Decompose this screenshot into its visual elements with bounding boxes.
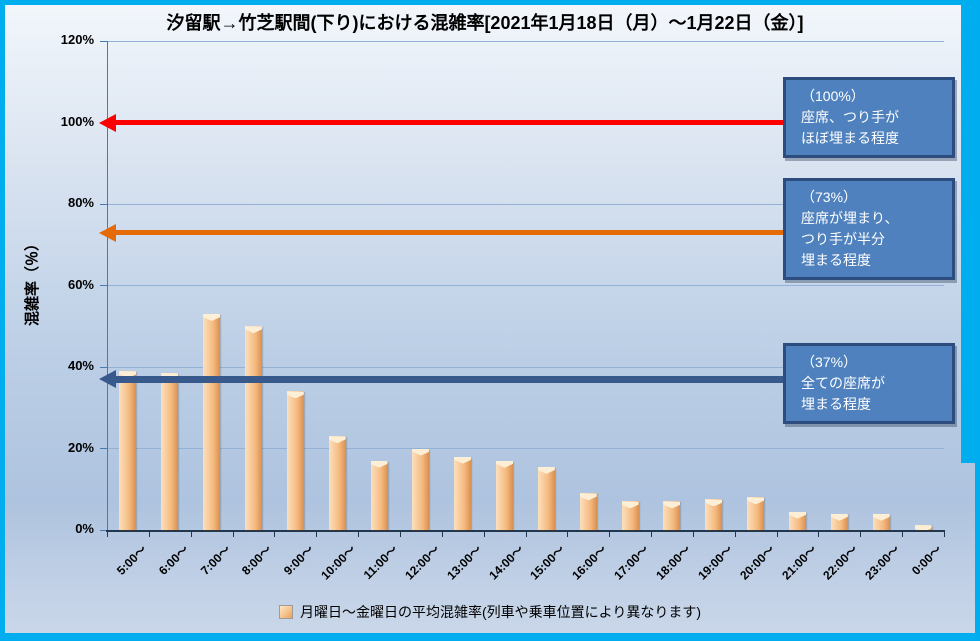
x-axis-tick [525,532,527,537]
x-axis-tick [651,532,653,537]
gridline [107,285,944,286]
bar-cap [244,326,262,334]
y-axis-line [107,41,108,530]
bar [119,371,137,530]
annotation-box-37pct-text: （37%） 全ての座席が 埋まる程度 [801,354,885,412]
bar [537,466,555,530]
bar-cap [789,511,807,519]
bar-cap [579,493,597,501]
x-axis-tick [316,532,318,537]
bar [412,448,430,530]
x-axis-tick [441,532,443,537]
x-axis-tick [860,532,862,537]
bar [705,499,723,530]
y-tick-label: 60% [67,276,94,292]
annotation-arrow-line [115,230,783,236]
annotation-arrow-head [99,223,116,242]
bar [621,501,639,530]
x-axis-tick [483,532,485,537]
bar [454,456,472,530]
bar [161,373,179,530]
bar [914,525,932,530]
x-axis-tick [232,532,234,537]
x-axis-tick [274,532,276,537]
x-axis-tick [190,532,192,537]
frame-right-band [961,5,975,463]
x-axis-tick [734,532,736,537]
y-tick-mark [100,285,107,286]
bar-cap [747,497,765,505]
y-tick-label: 100% [60,113,94,129]
y-tick-label: 20% [67,439,94,455]
x-axis-tick [902,532,904,537]
gridline [107,366,944,368]
y-tick-label: 0% [75,521,94,536]
bar-cap [496,460,514,468]
bar [496,460,514,530]
annotation-arrow-line [115,375,783,383]
annotation-arrow-head [99,370,116,389]
annotation-arrow-head [99,113,116,132]
annotation-box-100pct-text: （100%） 座席、つり手が ほぼ埋まる程度 [801,88,899,146]
bar [663,501,681,530]
bar-cap [872,513,890,521]
y-tick-mark [100,203,107,205]
gridline [107,448,944,449]
bar-cap [537,466,555,474]
bar [370,460,388,530]
bar-cap [621,501,639,509]
annotation-box-73pct: （73%） 座席が埋まり、 つり手が半分 埋まる程度 [783,178,955,280]
legend-label: 月曜日～金曜日の平均混雑率(列車や乗車位置により異なります) [299,604,702,620]
annotation-arrow-line [115,120,783,125]
x-axis-tick [148,532,150,537]
annotation-box-73pct-text: （73%） 座席が埋まり、 つり手が半分 埋まる程度 [801,189,899,268]
bar [286,391,304,530]
bar [579,493,597,530]
x-axis-tick [776,532,778,537]
bar [244,326,262,530]
y-tick-label: 80% [67,195,94,210]
bar [747,497,765,530]
x-axis-tick [107,532,108,537]
gridline [107,203,944,205]
x-axis-tick [609,532,611,537]
x-axis-tick [944,532,945,537]
bar-cap [830,513,848,521]
bar-cap [203,314,221,322]
x-axis-tick [358,532,360,537]
bar-cap [328,436,346,444]
bar-cap [914,525,932,530]
bar [328,436,346,530]
y-tick-mark [100,529,107,531]
x-axis-tick [818,532,820,537]
bar [830,513,848,530]
bar [789,511,807,530]
annotation-box-37pct: （37%） 全ての座席が 埋まる程度 [783,343,955,424]
y-tick-mark [100,448,107,449]
y-tick-mark [100,366,107,368]
bar-cap [370,460,388,468]
y-tick-label: 120% [60,32,94,47]
bar-cap [454,456,472,464]
gridline [107,40,944,42]
bar-cap [663,501,681,509]
bar [872,513,890,530]
bar-cap [119,371,137,379]
x-axis-tick [399,532,401,537]
x-axis-tick [692,532,694,537]
bar-cap [412,448,430,456]
x-axis-line [106,530,945,532]
y-axis-title: 混雑率（％） [24,236,41,327]
legend-marker-icon [278,605,293,619]
chart-title: 汐留駅→竹芝駅間(下り)における混雑率[2021年1月18日（月）～1月22日（… [166,13,804,33]
annotation-box-100pct: （100%） 座席、つり手が ほぼ埋まる程度 [783,77,955,158]
x-axis-tick [567,532,569,537]
y-tick-mark [100,40,107,42]
bar [203,314,221,530]
bar-cap [705,499,723,507]
bar-cap [286,391,304,399]
y-tick-label: 40% [67,358,94,373]
legend: 月曜日～金曜日の平均混雑率(列車や乗車位置により異なります) [0,600,980,624]
